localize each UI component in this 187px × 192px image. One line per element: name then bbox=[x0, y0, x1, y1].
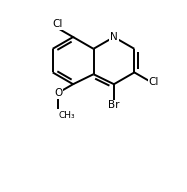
Text: Cl: Cl bbox=[149, 77, 159, 87]
Text: Cl: Cl bbox=[52, 19, 62, 29]
Text: O: O bbox=[54, 88, 62, 98]
Text: Br: Br bbox=[108, 100, 120, 110]
Text: CH₃: CH₃ bbox=[58, 111, 75, 120]
Text: N: N bbox=[110, 32, 118, 42]
